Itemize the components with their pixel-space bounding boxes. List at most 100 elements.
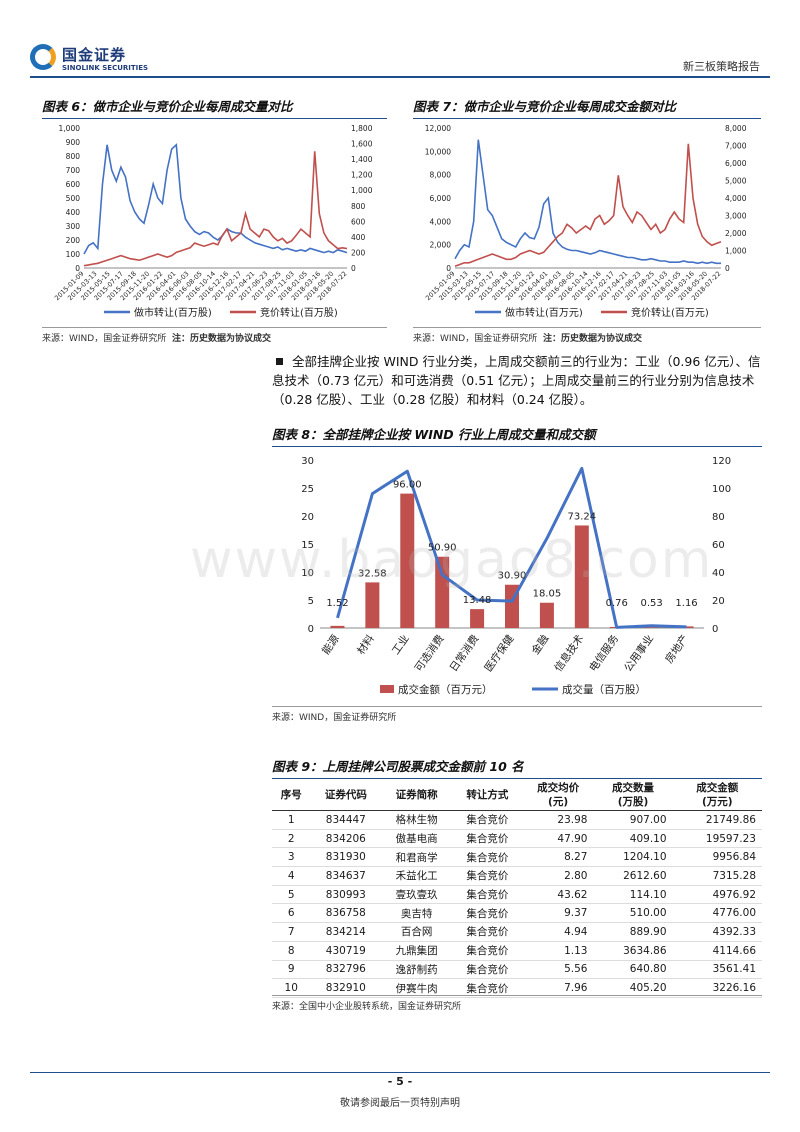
table-cell: 集合竞价 xyxy=(451,903,523,924)
y-left-tick-label: 5 xyxy=(308,596,314,607)
y-right-tick-label: 1,000 xyxy=(725,247,747,256)
table-cell: 7.96 xyxy=(522,978,594,998)
y-right-tick-label: 40 xyxy=(712,568,725,579)
table-row: 5 830993 壹玖壹玖 集合竞价 43.62 114.10 4976.92 xyxy=(272,885,762,905)
y-right-tick-label: 3,000 xyxy=(725,212,747,221)
series-line-market-making xyxy=(454,139,721,265)
table-cell: 3634.86 xyxy=(593,941,673,961)
series-line-trade-volume xyxy=(336,466,687,629)
series-line-market-making xyxy=(83,143,348,255)
y-right-tick-label: 8,000 xyxy=(725,124,747,133)
y-left-tick-label: 6,000 xyxy=(430,194,452,203)
category-label: 金融 xyxy=(529,632,552,657)
fig8-source: 来源：WIND，国金证券研究所 xyxy=(272,706,762,723)
y-right-tick-label: 1,400 xyxy=(351,155,373,164)
table-cell: 2612.60 xyxy=(593,866,673,886)
y-left-tick-label: 12,000 xyxy=(425,124,451,133)
watermark: www.baogao8.com xyxy=(190,530,714,590)
table-cell: 4392.33 xyxy=(672,922,762,942)
fig6-source-text: 来源：WIND，国金证券研究所 xyxy=(42,334,167,344)
table-cell: 7 xyxy=(272,922,311,942)
bar-trade-amount xyxy=(400,493,415,628)
table-row: 3 831930 和君商学 集合竞价 8.27 1204.10 9956.84 xyxy=(272,847,762,868)
logo-emblem-icon xyxy=(30,44,56,70)
y-left-tick-label: 25 xyxy=(301,484,314,495)
bullet-square-icon xyxy=(276,358,283,365)
table-cell: 2.80 xyxy=(522,866,594,886)
footer-rule xyxy=(30,1072,770,1073)
y-left-tick-label: 100 xyxy=(66,250,81,259)
y-right-tick-label: 800 xyxy=(351,202,366,211)
fig9-table: 序号 证券代码 证券简称 转让方式 成交均价 (元) 成交数量 (万股) 成交金额 (万元)… xyxy=(272,780,762,998)
bar-trade-amount xyxy=(365,582,380,628)
header-rule xyxy=(30,76,770,78)
table-row: 9 832796 逸舒制药 集合竞价 5.56 640.80 3561.41 xyxy=(272,960,762,980)
bar-trade-amount xyxy=(470,609,485,628)
table-cell: 834637 xyxy=(310,866,382,886)
y-right-tick-label: 120 xyxy=(712,456,731,467)
table-cell: 九鼎集团 xyxy=(381,941,452,961)
category-label: 医疗保健 xyxy=(482,632,517,674)
category-label: 能源 xyxy=(319,632,342,657)
table-row: 2 834206 傲基电商 集合竞价 47.90 409.10 19597.23 xyxy=(272,829,762,849)
table-cell: 4114.66 xyxy=(672,941,762,961)
y-left-tick-label: 10,000 xyxy=(425,147,451,156)
table-row: 1 834447 格林生物 集合竞价 23.98 907.00 21749.86 xyxy=(272,810,762,830)
table-cell: 9.37 xyxy=(522,903,594,924)
table-cell: 禾益化工 xyxy=(381,866,452,886)
y-left-tick-label: 800 xyxy=(66,152,81,161)
table-cell: 43.62 xyxy=(522,885,594,905)
table-cell: 4776.00 xyxy=(672,903,762,924)
bar-trade-amount xyxy=(330,625,345,628)
table-cell: 6 xyxy=(272,903,311,924)
fig7-note: 注：历史数据为协议成交 xyxy=(542,334,642,344)
y-left-tick-label: 20 xyxy=(301,512,314,523)
category-label: 工业 xyxy=(390,633,412,657)
table-cell: 640.80 xyxy=(593,960,673,980)
y-left-tick-label: 10 xyxy=(301,568,314,579)
y-left-tick-label: 0 xyxy=(446,264,451,273)
table-cell: 百合网 xyxy=(381,922,452,942)
table-cell: 傲基电商 xyxy=(381,829,452,849)
table-header-cell: 证券代码 xyxy=(310,780,382,811)
table-cell: 7315.28 xyxy=(672,866,762,886)
fig7-source-text: 来源：WIND，国金证券研究所 xyxy=(413,334,538,344)
y-right-tick-label: 80 xyxy=(712,512,725,523)
table-cell: 834206 xyxy=(310,829,382,849)
category-label: 电信服务 xyxy=(586,632,621,674)
bar-trade-amount xyxy=(539,602,554,628)
y-right-tick-label: 0 xyxy=(725,264,730,273)
category-label: 日常消费 xyxy=(447,632,482,674)
table-row: 10 832910 伊赛牛肉 集合竞价 7.96 405.20 3226.16 xyxy=(272,978,762,998)
category-label: 公用事业 xyxy=(621,632,656,674)
report-type: 新三板策略报告 xyxy=(683,60,760,73)
y-right-tick-label: 1,600 xyxy=(351,140,373,149)
y-left-tick-label: 400 xyxy=(66,208,81,217)
legend-label-bar: 成交金额（百万元） xyxy=(398,683,493,696)
fig7-title: 图表 7：做市企业与竞价企业每周成交金额对比 xyxy=(413,96,761,119)
legend-label-left: 做市转让(百万元) xyxy=(505,306,583,319)
legend-label-left: 做市转让(百万股) xyxy=(134,306,212,319)
y-right-tick-label: 5,000 xyxy=(725,177,747,186)
table-cell: 409.10 xyxy=(593,829,673,849)
footer-note: 敬请参阅最后一页特别声明 xyxy=(340,1098,460,1109)
y-right-tick-label: 1,000 xyxy=(351,186,373,195)
table-header-cell: 成交金额 (万元) xyxy=(672,780,762,811)
table-cell: 836758 xyxy=(310,903,382,924)
table-cell: 1204.10 xyxy=(593,847,673,868)
table-cell: 3 xyxy=(272,847,311,868)
table-cell: 集合竞价 xyxy=(451,960,523,980)
table-header-cell: 成交均价 (元) xyxy=(522,780,594,811)
category-label: 房地产 xyxy=(662,632,691,665)
legend-swatch-bar xyxy=(380,685,394,693)
y-left-tick-label: 700 xyxy=(66,166,81,175)
data-label: 50.90 xyxy=(428,543,457,554)
fig8-chart: 0 5 10 15 20 25 30 0 20 40 60 80 100 120 1.52 32.58 96.0… xyxy=(301,456,731,696)
fig6-chart: 0 100 200 300 400 500 600 700 800 900 1,000 0 200 400… xyxy=(53,124,373,319)
data-label: 0.76 xyxy=(606,598,628,609)
data-label: 32.58 xyxy=(358,568,387,579)
data-label: 13.48 xyxy=(463,595,492,606)
data-label: 18.05 xyxy=(533,589,562,600)
table-cell: 19597.23 xyxy=(672,829,762,849)
y-left-tick-label: 30 xyxy=(301,456,314,467)
